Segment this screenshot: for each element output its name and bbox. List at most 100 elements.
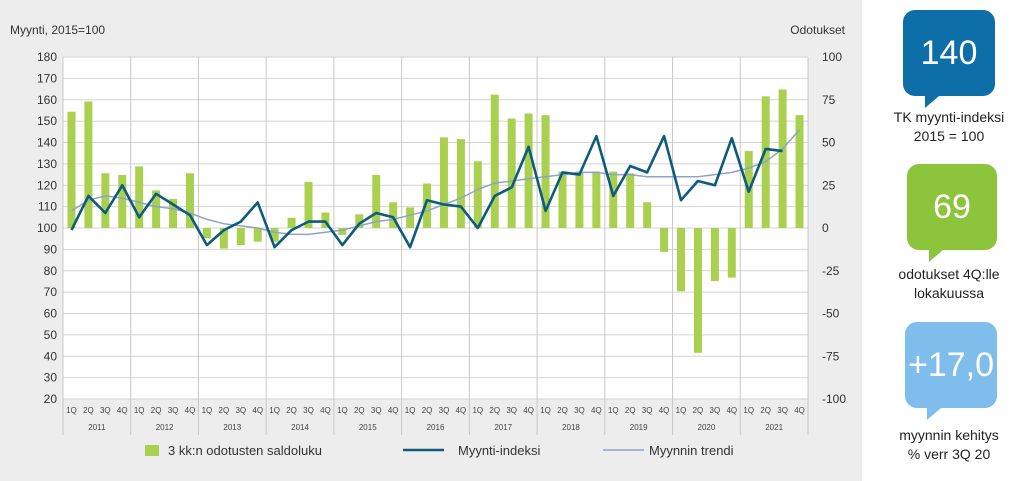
expectation-bar [389, 202, 398, 228]
kpi-sales-index-label: TK myynti-indeksi 2015 = 100 [874, 108, 1018, 146]
y-left-tick-label: 140 [37, 136, 57, 150]
right-axis-label: Odotukset [790, 23, 845, 37]
quarter-tick-label: 2Q [286, 406, 297, 415]
quarter-tick-label: 3Q [642, 406, 653, 415]
expectation-bar [185, 173, 194, 228]
quarter-tick-label: 2Q [422, 406, 433, 415]
kpi-expectations-value: 69 [933, 187, 971, 226]
expectation-bar [473, 161, 482, 228]
quarter-tick-label: 3Q [371, 406, 382, 415]
legend-swatch-bars [145, 445, 159, 456]
expectation-bar [677, 228, 686, 292]
quarter-tick-label: 2Q [557, 406, 568, 415]
y-right-tick-label: -25 [822, 264, 840, 278]
quarter-tick-label: 3Q [710, 406, 721, 415]
expectation-bar [575, 171, 584, 228]
expectation-bar [253, 228, 262, 242]
expectation-bar [507, 118, 516, 228]
quarter-tick-label: 2Q [219, 406, 230, 415]
quarter-tick-label: 3Q [235, 406, 246, 415]
quarter-tick-label: 1Q [540, 406, 551, 415]
expectation-bar [541, 115, 550, 228]
quarter-tick-label: 3Q [506, 406, 517, 415]
quarter-tick-label: 3Q [777, 406, 788, 415]
kpi-sales-growth-value: +17,0 [907, 345, 995, 384]
kpi-sales-index-box: 140 [903, 10, 995, 108]
kpi-sales-index-label-line2: 2015 = 100 [913, 128, 985, 144]
expectation-bar [101, 173, 110, 228]
expectation-bar [643, 202, 652, 228]
legend-label-bars: 3 kk:n odotusten saldoluku [168, 443, 322, 458]
year-tick-label: 2012 [156, 423, 174, 432]
kpi-expectations-label-line1: odotukset 4Q:lle [898, 266, 1000, 282]
quarter-tick-label: 1Q [608, 406, 619, 415]
quarter-tick-label: 4Q [591, 406, 602, 415]
expectation-bar [778, 89, 787, 229]
y-left-tick-label: 160 [37, 93, 57, 107]
kpi-expectations-label-line2: lokakuussa [913, 285, 985, 301]
legend-label-index: Myynti-indeksi [458, 443, 540, 458]
expectation-bar [727, 228, 736, 278]
quarter-tick-label: 4Q [523, 406, 534, 415]
y-left-tick-label: 80 [44, 264, 58, 278]
quarter-tick-label: 4Q [456, 406, 467, 415]
y-left-tick-label: 60 [44, 307, 58, 321]
chart-panel: 20 30 40 50 60 70 80 90 100 110 120 130 140 150 160 170… [0, 0, 862, 481]
quarter-tick-label: 1Q [269, 406, 280, 415]
quarter-tick-label: 2Q [83, 406, 94, 415]
expectation-bar [592, 171, 601, 228]
year-tick-label: 2019 [630, 423, 648, 432]
year-tick-label: 2015 [359, 423, 377, 432]
quarter-tick-label: 4Q [659, 406, 670, 415]
expectation-bar [287, 217, 296, 228]
expectation-bar [270, 228, 279, 242]
expectation-bar [693, 228, 702, 353]
quarter-tick-label: 1Q [134, 406, 145, 415]
kpi-sales-growth-label-line1: myynnin kehitys [899, 427, 999, 443]
quarter-tick-label: 2Q [489, 406, 500, 415]
expectation-bar [135, 166, 144, 228]
expectation-bar [558, 171, 567, 228]
quarter-tick-label: 3Q [303, 406, 314, 415]
expectation-bar [67, 111, 76, 228]
expectation-bar [236, 228, 245, 246]
quarter-tick-label: 2Q [151, 406, 162, 415]
expectation-bar [456, 139, 465, 228]
y-left-tick-label: 180 [37, 50, 57, 64]
quarter-tick-label: 2Q [760, 406, 771, 415]
expectation-bar [609, 171, 618, 228]
quarter-tick-label: 1Q [472, 406, 483, 415]
quarter-tick-label: 2Q [354, 406, 365, 415]
y-left-tick-label: 170 [37, 71, 57, 85]
kpi-sales-index-label-line1: TK myynti-indeksi [893, 109, 1005, 125]
kpi-expectations-label: odotukset 4Q:lle lokakuussa [874, 265, 1018, 303]
quarter-tick-label: 4Q [794, 406, 805, 415]
expectation-bar [710, 228, 719, 282]
quarter-tick-label: 2Q [625, 406, 636, 415]
expectation-bar [84, 101, 93, 228]
y-right-tick-label: 0 [822, 221, 829, 235]
expectation-bar [304, 181, 313, 228]
year-tick-label: 2021 [765, 423, 783, 432]
y-left-tick-label: 70 [44, 285, 58, 299]
y-right-tick-label: 75 [822, 93, 836, 107]
expectation-bar [439, 137, 448, 228]
y-left-tick-label: 20 [44, 392, 58, 406]
expectation-bar [219, 228, 228, 249]
y-right-tick-label: -100 [822, 392, 846, 406]
expectation-bar [795, 115, 804, 228]
kpi-sales-growth-label: myynnin kehitys % verr 3Q 20 [874, 426, 1018, 464]
quarter-tick-label: 1Q [743, 406, 754, 415]
year-tick-label: 2020 [698, 423, 716, 432]
expectation-bar [355, 214, 364, 228]
expectation-bar [118, 174, 127, 228]
year-tick-label: 2018 [562, 423, 580, 432]
quarter-tick-label: 4Q [252, 406, 263, 415]
expectation-bar [202, 228, 211, 239]
left-axis-label: Myynti, 2015=100 [10, 23, 105, 37]
quarter-tick-label: 4Q [726, 406, 737, 415]
y-right-tick-label: 50 [822, 136, 836, 150]
expectation-bar [152, 190, 161, 228]
quarter-tick-label: 1Q [202, 406, 213, 415]
quarter-tick-label: 4Q [388, 406, 399, 415]
